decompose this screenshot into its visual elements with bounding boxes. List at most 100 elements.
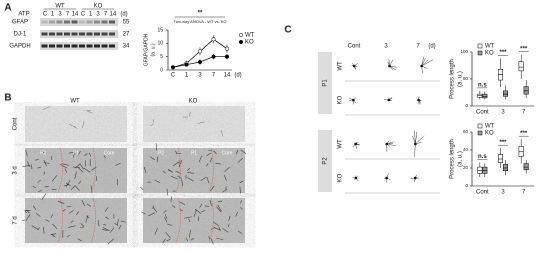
process [164,217,168,223]
lane-label: C [43,12,48,18]
process [42,106,50,110]
significance: *** [499,50,507,56]
y-tick-label: 15 [157,27,163,33]
process [43,226,45,234]
process [210,157,213,163]
process [206,176,210,184]
process [35,158,39,161]
significance: n.s [478,154,487,160]
cell-process [414,130,416,145]
process [209,200,213,207]
legend-marker [238,39,244,45]
process [200,176,207,182]
process [185,237,189,242]
cell-body [354,142,357,146]
process [36,166,41,169]
band [41,20,48,24]
region-border [208,147,214,194]
box [503,164,508,171]
treatment-label: ATP [18,12,29,18]
significance: *** [499,140,507,146]
process [216,206,222,213]
lane-label: 7 [66,12,70,18]
y-label: Process length [450,139,456,179]
band [109,44,115,48]
process [61,163,70,166]
region-border [57,147,63,194]
process [152,206,158,213]
process [184,216,192,219]
process [45,219,50,222]
process [215,162,221,165]
process [63,184,69,187]
process [162,238,167,243]
column-label: 3 [384,44,388,50]
process [217,200,223,203]
process [86,203,91,207]
y-tick-label: 40 [463,147,469,152]
genotype-label: WT [338,139,344,149]
lane-label: 7 [104,12,108,18]
region-label: P1 [191,150,197,156]
process [210,237,214,245]
process [79,163,84,170]
process [103,224,107,226]
legend-marker [238,32,244,38]
band [71,20,78,24]
process [235,149,239,155]
box [523,86,529,95]
process [109,227,115,234]
cell-process [421,59,434,67]
band [64,44,70,48]
process [26,161,31,168]
process [22,164,31,168]
process [189,111,191,117]
region-label: Core [104,150,115,156]
legend-label: KO [245,40,254,46]
region-border [90,147,96,194]
band [94,32,100,36]
process [107,238,114,245]
cell-process [421,57,426,67]
process [199,203,203,208]
process [102,227,110,232]
protein-label: GAPDH [9,44,30,50]
x-tick-label: 14 [224,73,231,79]
process [120,220,126,223]
significance: *** [520,131,528,137]
y-label: Process length [450,59,456,99]
process [165,231,171,239]
process [87,110,93,114]
process [70,220,74,223]
box [523,163,529,171]
process [97,220,100,227]
process [76,211,79,216]
process [240,207,243,210]
x-tick-label: 7 [212,73,216,79]
process [74,171,77,179]
process [116,218,119,226]
significance: n.s [478,82,487,88]
band [86,20,93,24]
process [41,193,47,201]
x-tick-label: Cont [476,190,489,196]
process [95,176,98,182]
box [503,90,508,97]
process [235,211,239,217]
band [79,20,85,24]
blot-strip [40,18,118,26]
panel-label: C [284,25,291,36]
band [71,44,78,48]
process [115,162,121,166]
y-unit: (a. u.) [458,71,464,87]
process [187,172,195,174]
column-label: KO [189,99,198,105]
process [177,175,183,179]
process [156,156,159,163]
micrograph-texture [143,106,245,142]
cell-body [420,64,423,68]
band [64,20,70,24]
micrograph-texture [143,198,245,243]
process [78,150,81,156]
band [101,20,108,24]
